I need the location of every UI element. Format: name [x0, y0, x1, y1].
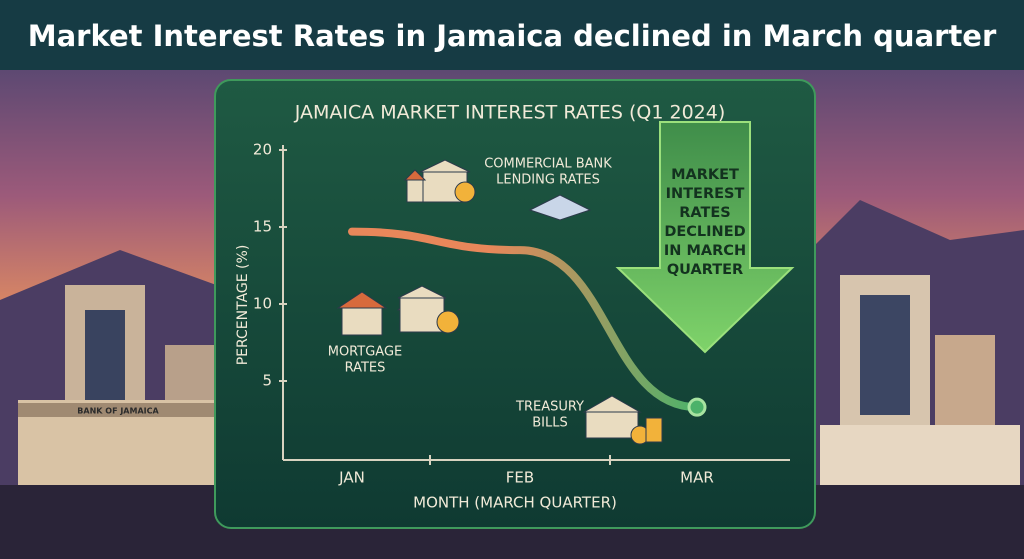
end-marker	[687, 397, 707, 417]
annotation: LENDING RATES	[496, 173, 600, 188]
x-axis-label: MONTH (MARCH QUARTER)	[413, 494, 617, 512]
building-window	[85, 310, 125, 410]
y-tick-label: 15	[253, 218, 272, 236]
annotation: COMMERCIAL BANK	[484, 157, 612, 172]
sign	[18, 403, 218, 417]
rate-line	[348, 227, 701, 412]
annotation: BILLS	[532, 416, 568, 431]
title-bar	[0, 0, 1024, 70]
annotation: RATES	[345, 361, 386, 376]
icon-bank	[336, 159, 663, 445]
annotation: INTEREST	[666, 186, 745, 202]
building	[820, 425, 1020, 495]
x-tick-label: JAN	[338, 469, 365, 487]
annotation: IN MARCH	[664, 243, 746, 259]
chart-title: JAMAICA MARKET INTEREST RATES (Q1 2024)	[294, 102, 726, 124]
x-tick-label: FEB	[506, 469, 534, 487]
bank-sign: BANK OF JAMAICA	[77, 407, 159, 416]
building-window	[860, 295, 910, 415]
annotation: MORTGAGE	[328, 345, 403, 360]
y-tick-label: 5	[262, 372, 272, 390]
annotation: RATES	[679, 205, 731, 221]
annotation: QUARTER	[667, 262, 743, 278]
y-tick-label: 10	[253, 295, 272, 313]
y-axis-label: PERCENTAGE (%)	[235, 245, 251, 366]
y-tick-label: 20	[253, 141, 272, 159]
x-tick-label: MAR	[680, 469, 714, 487]
annotation: MARKET	[671, 167, 739, 183]
annotation: DECLINED	[664, 224, 745, 240]
page-title: Market Interest Rates in Jamaica decline…	[28, 19, 997, 53]
decline-arrow	[615, 121, 795, 354]
annotation: TREASURY	[515, 400, 584, 415]
